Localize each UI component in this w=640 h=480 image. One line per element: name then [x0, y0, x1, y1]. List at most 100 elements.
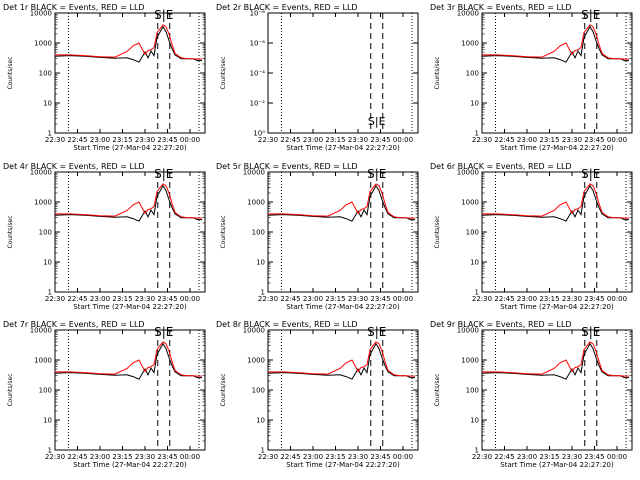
start-end-marker: S|E — [367, 167, 386, 181]
plot-frame — [54, 12, 206, 134]
x-tick-label: 23:30 — [562, 453, 582, 461]
x-tick-label: 23:00 — [517, 136, 537, 144]
x-axis-label: Start Time (27-Mar-04 22:27:20) — [286, 144, 400, 152]
panel-title: Det 8r BLACK = Events, RED = LLD — [216, 320, 358, 329]
y-tick-label: 1 — [475, 130, 479, 138]
x-tick-label: 00:00 — [607, 136, 627, 144]
x-tick-label: 23:45 — [370, 136, 390, 144]
y-tick-label: 10000 — [457, 10, 479, 18]
y-tick-label: 10 — [470, 417, 479, 425]
x-tick-label: 23:30 — [562, 136, 582, 144]
x-axis-label: Start Time (27-Mar-04 22:27:20) — [73, 303, 187, 311]
plot-frame — [481, 12, 633, 134]
x-tick-label: 22:30 — [45, 295, 65, 303]
plot-frame — [481, 171, 633, 293]
y-tick-label: 10 — [470, 259, 479, 267]
x-tick-label: 00:00 — [607, 295, 627, 303]
plot-frame — [267, 329, 419, 451]
y-axis-label: Counts/sec — [7, 215, 14, 248]
x-tick-label: 23:15 — [112, 295, 132, 303]
y-axis-label: Counts/sec — [220, 56, 227, 89]
x-tick-label: 22:45 — [67, 295, 87, 303]
panel-title: Det 1r BLACK = Events, RED = LLD — [3, 3, 145, 12]
lld-series-line — [482, 183, 629, 219]
x-tick-label: 22:30 — [258, 136, 278, 144]
y-tick-label: 1 — [48, 289, 52, 297]
panel-title: Det 4r BLACK = Events, RED = LLD — [3, 162, 145, 171]
y-tick-label: 1 — [475, 447, 479, 455]
x-axis-label: Start Time (27-Mar-04 22:27:20) — [500, 303, 614, 311]
y-tick-label: 100 — [466, 387, 479, 395]
y-tick-label: 1000 — [34, 40, 52, 48]
x-tick-label: 23:00 — [517, 295, 537, 303]
y-axis-label: Counts/sec — [220, 215, 227, 248]
y-tick-label: 10⁻⁸ — [250, 10, 266, 18]
panel-det-1r: Det 1r BLACK = Events, RED = LLD Counts/s… — [3, 3, 206, 152]
y-axis-label: Counts/sec — [7, 56, 14, 89]
start-end-marker: S|E — [581, 325, 600, 339]
plot-frame — [481, 329, 633, 451]
x-axis-label: Start Time (27-Mar-04 22:27:20) — [500, 461, 614, 469]
y-tick-label: 10000 — [457, 327, 479, 335]
y-tick-label: 100 — [39, 387, 52, 395]
x-tick-label: 00:00 — [180, 295, 200, 303]
x-tick-label: 23:00 — [90, 136, 110, 144]
y-tick-label: 10 — [43, 100, 52, 108]
panel-det-8r: Det 8r BLACK = Events, RED = LLD Counts/s… — [216, 320, 419, 469]
y-tick-label: 1000 — [247, 357, 265, 365]
lld-series-line — [482, 24, 629, 60]
x-tick-label: 23:45 — [370, 295, 390, 303]
start-end-marker: S|E — [154, 325, 173, 339]
x-axis-label: Start Time (27-Mar-04 22:27:20) — [286, 303, 400, 311]
x-tick-label: 22:30 — [472, 453, 492, 461]
x-axis-label: Start Time (27-Mar-04 22:27:20) — [73, 461, 187, 469]
y-tick-label: 1000 — [461, 357, 479, 365]
x-tick-label: 23:15 — [112, 453, 132, 461]
panel-det-4r: Det 4r BLACK = Events, RED = LLD Counts/s… — [3, 162, 206, 311]
x-tick-label: 22:30 — [258, 453, 278, 461]
x-tick-label: 23:30 — [135, 136, 155, 144]
start-end-marker: S|E — [581, 167, 600, 181]
y-tick-label: 1 — [475, 289, 479, 297]
y-tick-label: 100 — [252, 387, 265, 395]
y-tick-label: 10000 — [30, 327, 52, 335]
x-tick-label: 00:00 — [393, 295, 413, 303]
x-tick-label: 23:45 — [157, 136, 177, 144]
y-tick-label: 10 — [43, 417, 52, 425]
start-end-marker: S|E — [154, 167, 173, 181]
x-axis-label: Start Time (27-Mar-04 22:27:20) — [73, 144, 187, 152]
panel-title: Det 3r BLACK = Events, RED = LLD — [430, 3, 572, 12]
y-axis-label: Counts/sec — [434, 215, 441, 248]
x-tick-label: 22:45 — [67, 136, 87, 144]
x-tick-label: 23:45 — [584, 295, 604, 303]
start-end-marker: S|E — [581, 8, 600, 22]
plot-frame — [54, 171, 206, 293]
x-tick-label: 22:45 — [494, 453, 514, 461]
x-tick-label: 23:30 — [135, 295, 155, 303]
panel-det-6r: Det 6r BLACK = Events, RED = LLD Counts/s… — [430, 162, 633, 311]
y-tick-label: 1 — [48, 130, 52, 138]
y-tick-label: 10000 — [30, 169, 52, 177]
lld-series-line — [55, 341, 202, 377]
y-tick-label: 1000 — [34, 357, 52, 365]
lld-series-line — [268, 183, 415, 219]
x-tick-label: 23:00 — [303, 136, 323, 144]
lld-series-line — [55, 183, 202, 219]
lld-series-line — [55, 24, 202, 60]
x-axis-label: Start Time (27-Mar-04 22:27:20) — [500, 144, 614, 152]
y-axis-label: Counts/sec — [434, 373, 441, 406]
plot-frame — [54, 329, 206, 451]
y-tick-label: 1000 — [461, 199, 479, 207]
y-tick-label: 1000 — [247, 199, 265, 207]
y-tick-label: 10⁻⁴ — [250, 70, 266, 78]
x-tick-label: 00:00 — [607, 453, 627, 461]
panel-title: Det 2r BLACK = Events, RED = LLD — [216, 3, 358, 12]
y-tick-label: 1000 — [461, 40, 479, 48]
x-tick-label: 23:00 — [90, 295, 110, 303]
y-tick-label: 10000 — [30, 10, 52, 18]
y-tick-label: 10 — [470, 100, 479, 108]
panel-det-5r: Det 5r BLACK = Events, RED = LLD Counts/s… — [216, 162, 419, 311]
x-tick-label: 22:45 — [494, 295, 514, 303]
x-tick-label: 23:45 — [157, 453, 177, 461]
x-tick-label: 23:30 — [348, 295, 368, 303]
